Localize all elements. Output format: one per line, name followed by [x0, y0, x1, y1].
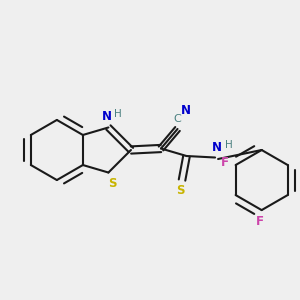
Text: S: S	[108, 176, 116, 190]
Text: F: F	[221, 155, 229, 169]
Text: N: N	[102, 110, 112, 124]
Text: N: N	[181, 104, 191, 117]
Text: N: N	[212, 141, 222, 154]
Text: H: H	[114, 109, 122, 119]
Text: H: H	[225, 140, 232, 151]
Text: C: C	[173, 114, 181, 124]
Text: S: S	[176, 184, 185, 197]
Text: F: F	[256, 215, 264, 228]
